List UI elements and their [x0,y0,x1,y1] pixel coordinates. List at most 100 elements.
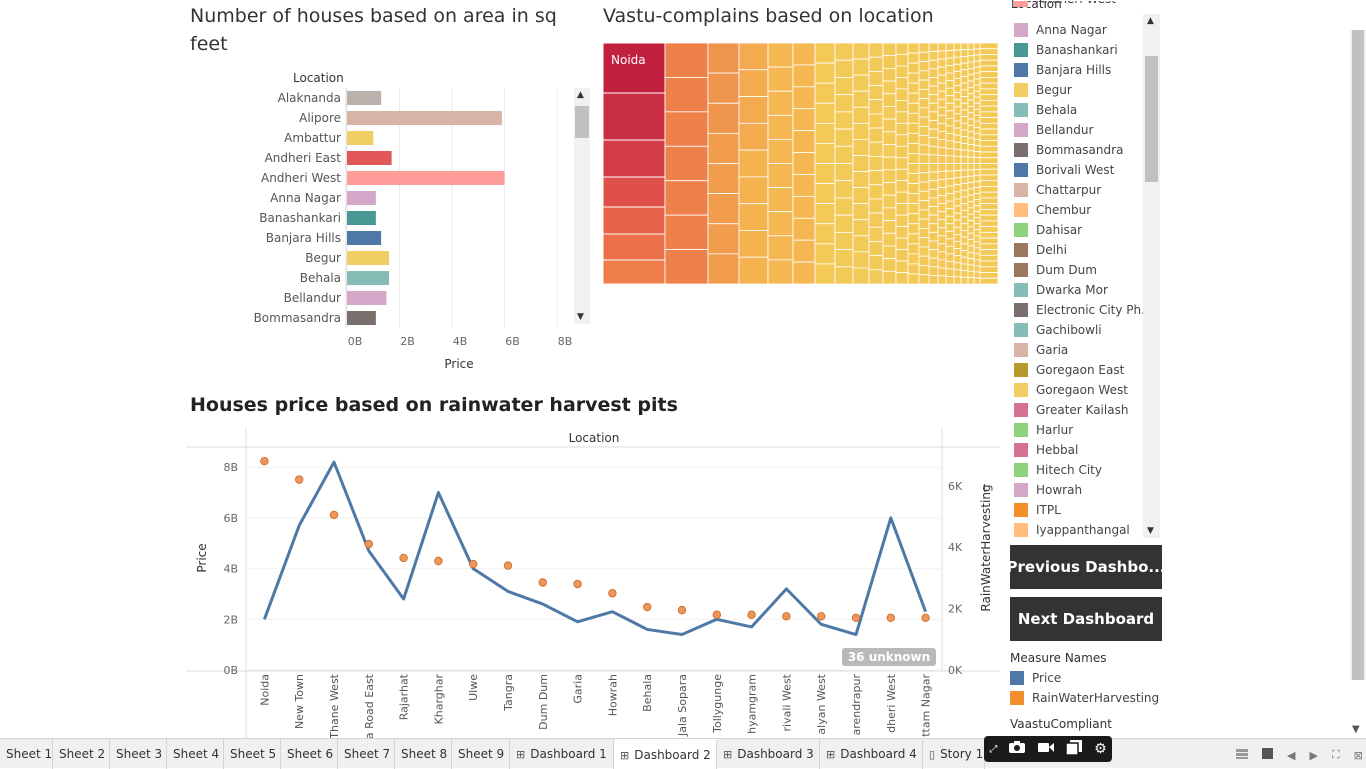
treemap-cell[interactable] [918,51,930,62]
treemap-cell[interactable] [960,230,969,238]
treemap-cell[interactable] [945,43,955,51]
treemap-cell[interactable] [945,268,955,277]
treemap-cell[interactable] [603,92,666,141]
treemap-cell[interactable] [973,114,981,122]
treemap-cell[interactable] [945,148,955,157]
treemap-cell[interactable] [928,171,939,182]
price-line[interactable] [262,460,928,637]
treemap-cell[interactable] [918,200,930,211]
treemap-cell[interactable] [967,43,975,50]
rainwater-point[interactable] [747,610,756,619]
treemap-cell[interactable] [937,106,947,116]
treemap-cell[interactable] [937,203,947,213]
treemap-cell[interactable] [960,223,969,231]
treemap-cell[interactable] [953,99,962,108]
bar[interactable] [347,211,376,225]
treemap-cell[interactable] [937,187,947,197]
treemap-cell[interactable] [907,92,920,104]
treemap-cell[interactable] [967,131,975,139]
treemap-cell[interactable] [937,82,947,92]
treemap-cell[interactable] [979,163,998,170]
treemap-cell[interactable] [834,111,854,130]
treemap-cell[interactable] [767,139,794,164]
treemap-cell[interactable] [928,77,939,87]
treemap-cell[interactable] [907,52,920,64]
treemap-cell[interactable] [852,267,870,284]
treemap-cell[interactable] [979,77,998,84]
legend-item[interactable]: Anna Nagar [1014,20,1107,40]
treemap-cell[interactable] [979,203,998,210]
treemap-cell[interactable] [907,173,920,184]
legend-item[interactable]: Chembur [1014,200,1091,220]
rainwater-point[interactable] [469,559,478,569]
rainwater-point[interactable] [503,561,513,570]
treemap-cell[interactable] [918,88,930,100]
treemap-cell[interactable] [882,131,897,145]
legend-item-partial[interactable]: Andheri West [1014,1,1116,11]
treemap-cell[interactable] [945,215,955,225]
tab-dashboard-2[interactable]: ⊞ Dashboard 2 [614,739,717,769]
tab-sheet-6[interactable]: Sheet 6 [281,739,338,769]
treemap-cell[interactable] [882,80,897,95]
treemap-cell[interactable] [895,65,909,78]
treemap-cell[interactable] [868,184,884,200]
rainwater-point[interactable] [434,556,443,566]
treemap-cell[interactable] [979,231,998,239]
treemap-cell[interactable] [928,223,939,233]
treemap-cell[interactable] [918,126,930,137]
treemap-cell[interactable] [937,275,947,284]
treemap-cell[interactable] [882,182,897,196]
treemap-cell[interactable] [882,67,897,82]
treemap-cell[interactable] [979,249,998,256]
treemap-cell[interactable] [973,43,981,50]
treemap-cell[interactable] [945,110,955,119]
treemap-cell[interactable] [967,99,975,107]
treemap-cell[interactable] [814,102,836,124]
page-scroll-thumb[interactable] [1352,30,1364,680]
treemap-cell[interactable] [945,223,955,232]
treemap-cell[interactable] [738,230,769,258]
treemap-cell[interactable] [868,156,884,171]
treemap-cell[interactable] [852,171,870,189]
treemap-cell[interactable] [979,94,998,101]
treemap-cell[interactable] [918,135,930,146]
treemap-cell[interactable] [928,43,939,53]
treemap-cell[interactable] [960,196,969,205]
treemap-cell[interactable] [852,106,870,124]
legend-item[interactable]: Dum Dum [1014,260,1097,280]
treemap-cell[interactable] [979,151,998,159]
treemap-cell[interactable] [960,169,969,178]
treemap-cell[interactable] [852,219,870,237]
treemap-cell[interactable] [979,54,998,61]
treemap-cell[interactable] [967,175,975,183]
treemap-cell[interactable] [967,144,975,152]
treemap-cell[interactable] [953,49,962,58]
treemap-cell[interactable] [960,263,969,272]
treemap-cell[interactable] [967,80,975,88]
video-icon[interactable] [1037,740,1055,758]
treemap-cell[interactable] [868,226,884,242]
treemap-cell[interactable] [918,227,930,239]
bar[interactable] [347,171,505,185]
treemap-cell[interactable] [895,122,909,136]
treemap-cell[interactable] [907,82,920,94]
treemap-cell[interactable] [953,134,962,143]
treemap-cell[interactable] [834,214,854,233]
treemap-cell[interactable] [967,163,975,171]
grid-view-icon[interactable] [1236,748,1248,762]
treemap-cell[interactable] [967,67,975,76]
treemap-cell[interactable] [973,247,981,255]
tab-dashboard-3[interactable]: ⊞ Dashboard 3 [717,739,820,769]
treemap-cell[interactable] [918,116,930,127]
treemap-cell[interactable] [834,94,854,113]
rainwater-point[interactable] [260,457,269,466]
treemap-cell[interactable] [895,272,909,284]
treemap-cell[interactable] [868,212,884,228]
treemap-cell[interactable] [868,70,884,86]
treemap-cell[interactable] [945,178,955,187]
treemap-cell[interactable] [945,238,955,247]
treemap-cell[interactable] [918,274,930,284]
treemap-cell[interactable] [868,56,884,72]
treemap-cell[interactable] [945,65,955,74]
treemap-cell[interactable] [792,217,816,241]
